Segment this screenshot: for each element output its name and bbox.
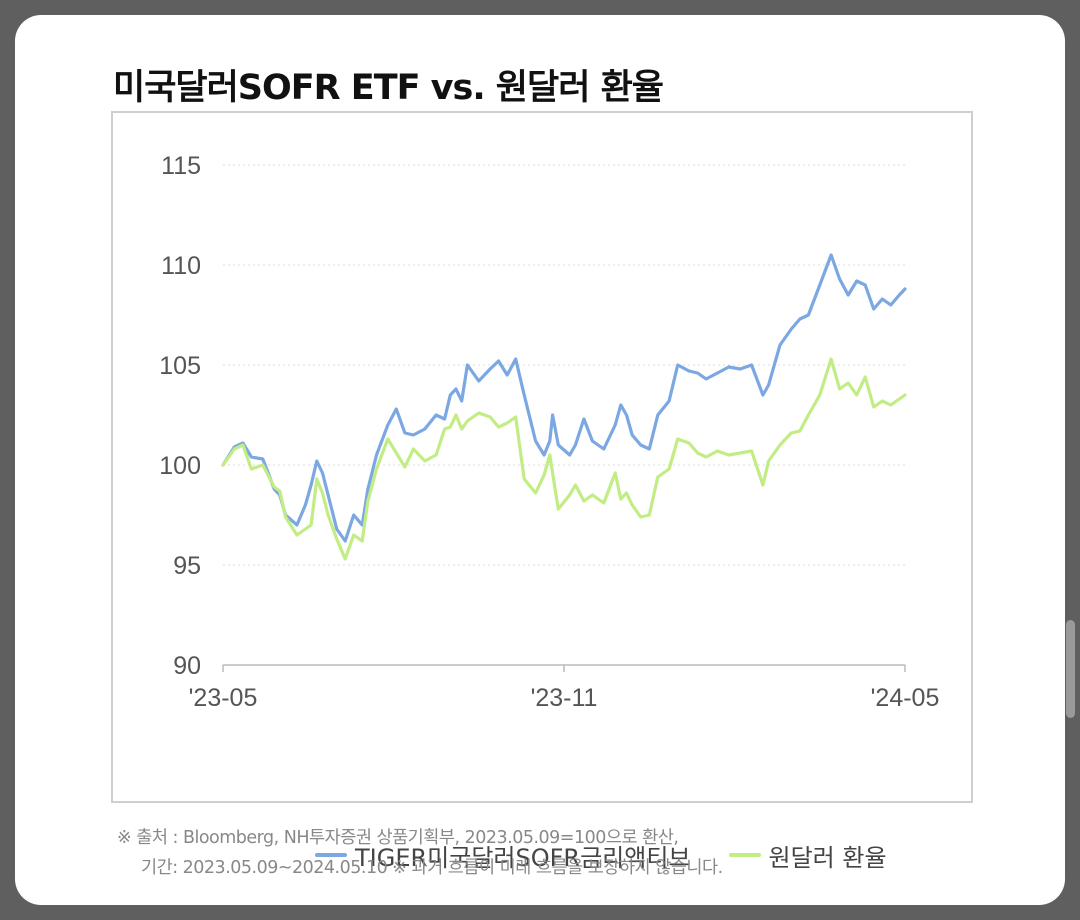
y-tick-label-100: 100 bbox=[159, 452, 201, 480]
y-tick-label-105: 105 bbox=[159, 352, 201, 380]
scrollbar-thumb[interactable] bbox=[1066, 620, 1075, 718]
legend-swatch-etf bbox=[315, 853, 347, 857]
x-tick-label-0: '23-05 bbox=[189, 684, 258, 712]
chart-title: 미국달러SOFR ETF vs. 원달러 환율 bbox=[113, 68, 664, 108]
y-tick-label-95: 95 bbox=[173, 552, 201, 580]
legend-label-etf: TIGER미국달러SOFR금리액티브 bbox=[355, 843, 691, 872]
line-chart: 90 95 100 105 110 115 '23-05 '23-11 '24-05 bbox=[159, 152, 940, 712]
legend-swatch-fx bbox=[728, 853, 761, 857]
footnote-line-2: 기간: 2023.05.09~2024.05.10 ※ 과거 흐름이 미래 흐름… bbox=[141, 858, 723, 878]
legend-item-etf: TIGER미국달러SOFR금리액티브 bbox=[315, 838, 691, 873]
footnote-line-1: ※ 출처 : Bloomberg, NH투자증권 상품기획부, 2023.05.… bbox=[117, 828, 679, 848]
chart-frame: 90 95 100 105 110 115 '23-05 '23-11 '24-05 TIGER… bbox=[111, 111, 973, 872]
series-line-0 bbox=[221, 253, 907, 543]
chart-legend: TIGER미국달러SOFR금리액티브 원달러 환율 bbox=[315, 835, 887, 875]
y-tick-label-110: 110 bbox=[161, 252, 201, 280]
series-line-1 bbox=[221, 357, 907, 561]
footnote: ※ 출처 : Bloomberg, NH투자증권 상품기획부, 2023.05.… bbox=[117, 823, 723, 883]
y-tick-label-90: 90 bbox=[173, 652, 201, 680]
x-tick-label-2: '24-05 bbox=[871, 684, 940, 712]
x-tick-label-1: '23-11 bbox=[531, 684, 598, 712]
legend-item-fx: 원달러 환율 bbox=[728, 838, 887, 873]
legend-label-fx: 원달러 환율 bbox=[768, 843, 887, 872]
y-tick-label-115: 115 bbox=[161, 152, 201, 180]
chart-card: 미국달러SOFR ETF vs. 원달러 환율 90 95 100 105 110 115… bbox=[15, 15, 1065, 905]
